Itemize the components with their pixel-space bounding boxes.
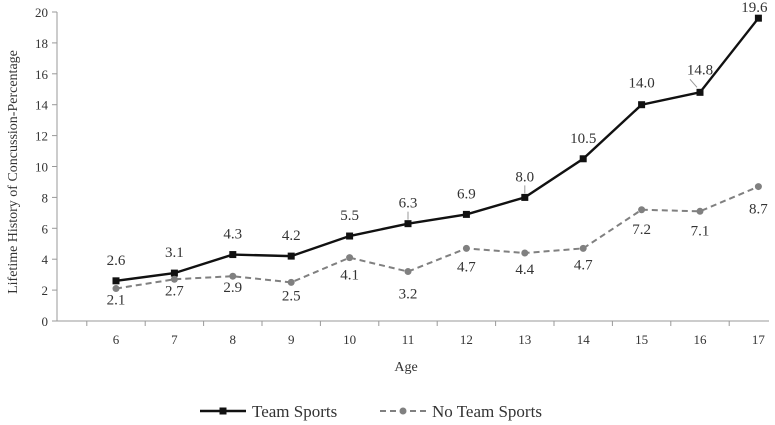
x-tick-label: 17: [752, 332, 766, 347]
data-point: [346, 254, 354, 262]
x-tick-label: 9: [288, 332, 295, 347]
legend-label-no-team-sports: No Team Sports: [432, 402, 542, 421]
data-point: [638, 101, 646, 109]
data-point: [462, 210, 470, 218]
y-tick-label: 0: [42, 314, 49, 329]
x-tick-label: 7: [171, 332, 178, 347]
data-point: [346, 232, 354, 240]
x-tick-label: 8: [230, 332, 237, 347]
x-axis-ticks: 6 7 8 9 10 11 12 13 14 15 16 17: [86, 321, 766, 347]
data-point: [112, 285, 120, 293]
data-label-no-team-sports: 2.1: [107, 293, 126, 309]
legend: Team Sports No Team Sports: [200, 402, 542, 421]
legend-marker-team-sports: [219, 407, 227, 415]
data-label-no-team-sports: 4.7: [574, 257, 593, 273]
data-point: [287, 252, 295, 260]
data-point: [112, 277, 120, 285]
data-label-team-sports: 4.2: [282, 228, 301, 244]
data-label-no-team-sports: 2.9: [223, 280, 242, 296]
legend-marker-no-team-sports: [399, 407, 407, 415]
data-point: [696, 207, 704, 215]
data-label-team-sports: 4.3: [223, 227, 242, 243]
y-tick-label: 12: [35, 129, 48, 144]
data-labels: 2.6 3.1 4.3 4.2 5.5 6.3 6.9 8.0 10.5 14.0 14.8 19.6…: [107, 0, 769, 308]
plot-area: 0 2 4 6 8 10 12 14 16 18 20 6 7 8 9 10 11 12 13 14 15 16 17 2…: [35, 0, 769, 347]
series-line: [115, 185, 759, 290]
data-point: [287, 278, 295, 286]
data-point: [754, 14, 762, 22]
data-label-team-sports: 14.0: [628, 76, 654, 92]
y-tick-label: 16: [35, 67, 49, 82]
data-label-team-sports: 14.8: [687, 62, 713, 78]
data-label-team-sports: 6.9: [457, 186, 476, 202]
x-axis-title: Age: [394, 360, 417, 375]
x-tick-label: 13: [518, 332, 531, 347]
data-point: [229, 272, 237, 280]
data-label-no-team-sports: 8.7: [749, 202, 768, 218]
data-label-team-sports: 8.0: [515, 169, 534, 185]
data-point: [754, 183, 762, 191]
x-tick-label: 6: [113, 332, 120, 347]
y-tick-label: 6: [42, 221, 49, 236]
data-label-no-team-sports: 4.1: [340, 268, 359, 284]
y-tick-label: 4: [42, 252, 49, 267]
y-tick-label: 20: [35, 5, 48, 20]
data-label-team-sports: 19.6: [741, 0, 768, 16]
data-point: [579, 155, 587, 163]
y-axis-ticks: 0 2 4 6 8 10 12 14 16 18 20: [35, 5, 57, 329]
x-tick-label: 16: [694, 332, 708, 347]
series-team-sports: [112, 14, 762, 285]
data-point: [696, 88, 704, 96]
y-tick-label: 2: [42, 283, 49, 298]
data-label-no-team-sports: 4.4: [515, 262, 534, 278]
series-layer: [112, 14, 762, 293]
x-tick-label: 15: [635, 332, 648, 347]
data-point: [229, 251, 237, 259]
data-label-team-sports: 2.6: [107, 253, 126, 269]
x-tick-label: 11: [402, 332, 415, 347]
data-point: [579, 244, 587, 252]
y-tick-label: 10: [35, 160, 48, 175]
label-leader-line: [689, 79, 698, 88]
x-tick-label: 14: [577, 332, 591, 347]
data-label-no-team-sports: 7.2: [632, 222, 651, 238]
data-point: [638, 206, 646, 214]
data-label-no-team-sports: 2.7: [165, 283, 184, 299]
data-label-no-team-sports: 7.1: [691, 223, 710, 239]
y-tick-label: 18: [35, 36, 48, 51]
series-line: [115, 17, 760, 283]
x-tick-label: 12: [460, 332, 473, 347]
series-no-team-sports: [112, 183, 762, 293]
y-axis-title: Lifetime History of Concussion-Percentag…: [6, 50, 21, 294]
data-label-team-sports: 10.5: [570, 131, 596, 147]
data-label-team-sports: 3.1: [165, 245, 184, 261]
data-point: [170, 269, 178, 277]
data-point: [170, 275, 178, 283]
data-label-no-team-sports: 3.2: [399, 287, 418, 303]
data-label-no-team-sports: 2.5: [282, 288, 301, 304]
data-point: [462, 244, 470, 252]
data-point: [521, 249, 529, 257]
y-tick-label: 8: [42, 190, 49, 205]
data-point: [404, 268, 412, 276]
legend-label-team-sports: Team Sports: [252, 402, 337, 421]
data-label-team-sports: 6.3: [399, 196, 418, 212]
data-point: [521, 193, 529, 201]
x-tick-label: 10: [343, 332, 356, 347]
y-tick-label: 14: [35, 98, 49, 113]
data-point: [404, 220, 412, 228]
data-label-team-sports: 5.5: [340, 208, 359, 224]
data-label-no-team-sports: 4.7: [457, 259, 476, 275]
